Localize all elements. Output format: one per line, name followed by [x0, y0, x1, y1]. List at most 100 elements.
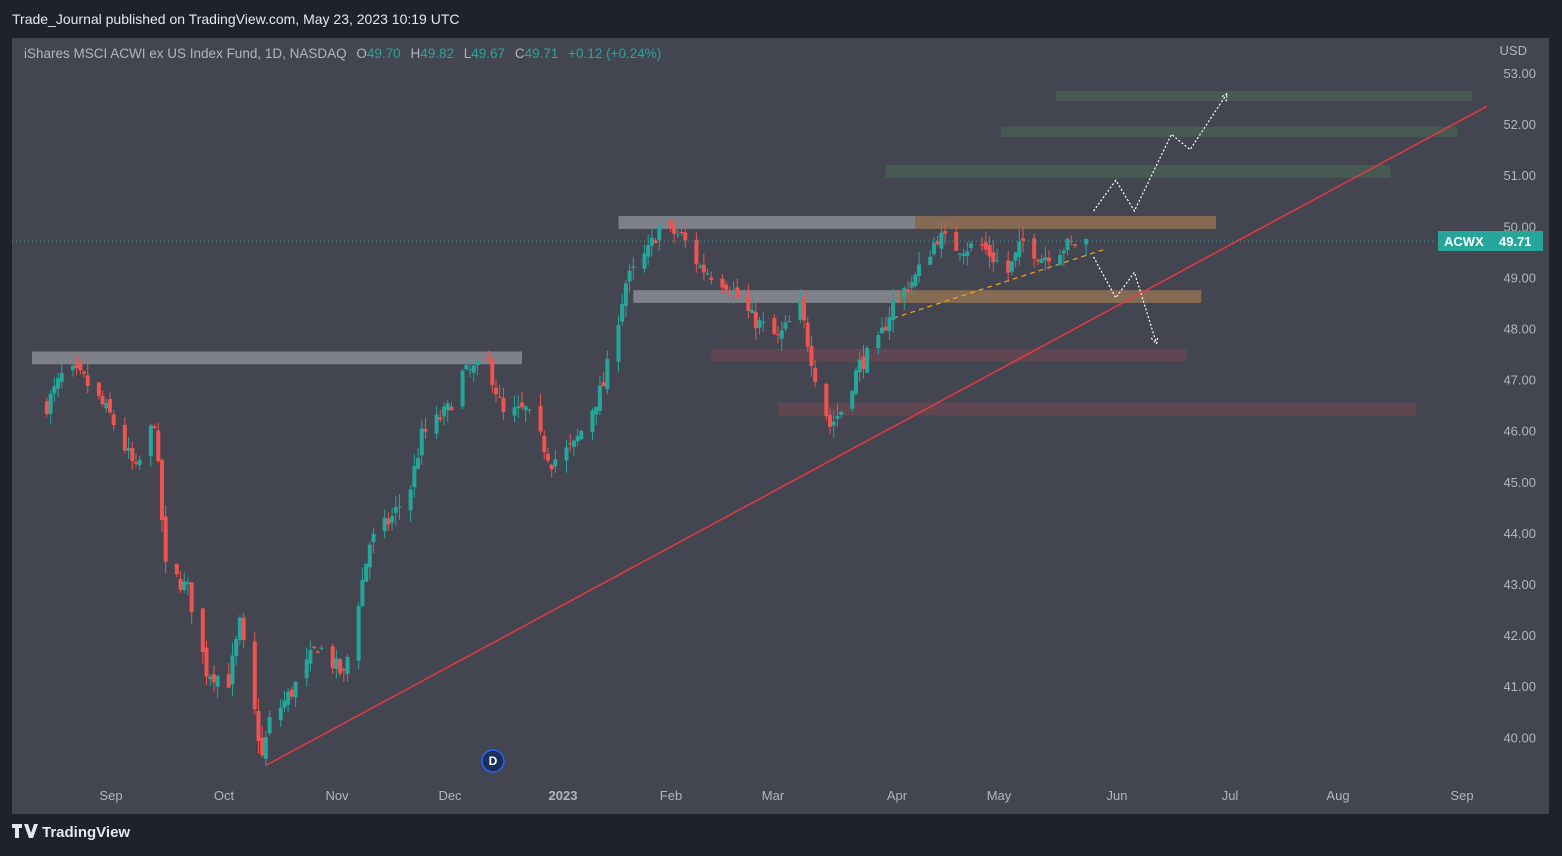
candle-body	[48, 393, 53, 414]
candle-body	[798, 301, 803, 320]
ohlc-legend: iShares MSCI ACWI ex US Index Fund, 1D, …	[24, 46, 661, 61]
tag-price: 49.71	[1499, 234, 1532, 249]
y-tick-label: 43.00	[1503, 577, 1536, 592]
candle-body	[616, 324, 621, 362]
candle-body	[1061, 250, 1066, 254]
x-tick-label: Apr	[887, 788, 908, 803]
candle-body	[828, 414, 833, 427]
candle-body	[731, 290, 736, 294]
candle-body	[44, 401, 49, 415]
candle-body	[545, 453, 550, 461]
candle-body	[234, 638, 239, 657]
candle-body	[278, 707, 283, 721]
candle-body	[594, 406, 599, 415]
candle-body	[104, 402, 109, 409]
candle-body	[675, 234, 680, 236]
candle-body	[108, 399, 112, 413]
candle-body	[987, 245, 992, 257]
candle-body	[382, 517, 387, 532]
candle-body	[442, 406, 447, 417]
projection-layer	[1093, 92, 1228, 346]
candle-body	[746, 295, 751, 311]
candle-body	[519, 402, 524, 408]
candle-body	[876, 335, 881, 349]
candle-body	[156, 430, 161, 462]
candle-body	[334, 658, 339, 669]
candle-body	[957, 253, 962, 255]
candle-body	[653, 240, 658, 243]
candle-body	[122, 424, 127, 451]
candle-body	[200, 608, 205, 653]
candle-body	[1047, 257, 1052, 262]
y-tick-label: 47.00	[1503, 373, 1536, 388]
candle-body	[720, 278, 725, 288]
candle-body	[761, 322, 766, 324]
candle-body	[753, 311, 758, 329]
candle-body	[831, 421, 836, 426]
candle-body	[1065, 238, 1070, 251]
candle-body	[137, 459, 142, 466]
low-label: L	[463, 46, 472, 61]
candle-body	[523, 406, 528, 411]
candle-body	[939, 232, 944, 249]
candle-body	[835, 416, 840, 419]
tradingview-logo-icon	[12, 824, 38, 842]
candle-body	[241, 617, 246, 641]
dividend-marker[interactable]: D	[481, 749, 505, 773]
candle-body	[130, 448, 135, 462]
candle-body	[772, 317, 777, 335]
candle-body	[293, 681, 298, 698]
y-tick-label: 40.00	[1503, 730, 1536, 745]
candle-body	[683, 232, 688, 241]
candle-body	[371, 533, 376, 543]
candle-body	[412, 466, 417, 488]
x-tick-label: Mar	[762, 788, 785, 803]
candle-body	[542, 435, 547, 453]
candle-body	[230, 655, 235, 685]
candle-body	[256, 710, 261, 741]
y-tick-label: 41.00	[1503, 679, 1536, 694]
candle-body	[865, 347, 870, 373]
close-label: C	[514, 46, 525, 61]
publish-header: Trade_Journal published on TradingView.c…	[0, 0, 1562, 38]
candle-body	[215, 676, 220, 687]
candle-body	[642, 253, 647, 269]
candle-body	[78, 364, 83, 371]
candle-body	[319, 647, 324, 649]
candle-body	[1017, 241, 1022, 257]
candle-body	[341, 669, 346, 671]
tradingview-footer[interactable]: TradingView	[12, 824, 130, 842]
candle-body	[267, 717, 272, 734]
candle-body	[783, 322, 788, 329]
candle-body	[148, 425, 153, 457]
candle-body	[1035, 259, 1040, 262]
candle-body	[308, 650, 313, 664]
candle-body	[204, 647, 209, 677]
dividend-circle	[481, 749, 505, 773]
candle-body	[356, 605, 361, 661]
candle-body	[805, 322, 810, 347]
candle-body	[887, 316, 892, 332]
zone-demand	[896, 290, 1202, 303]
candle-body	[1006, 260, 1011, 273]
candle-body	[70, 365, 75, 371]
candle-body	[464, 365, 469, 370]
candle-body	[571, 440, 576, 447]
candle-body	[345, 656, 350, 674]
change-value: +0.12 (+0.24%)	[568, 46, 662, 61]
candle-body	[1021, 238, 1026, 241]
candle-body	[980, 244, 985, 246]
candle-body	[879, 327, 884, 334]
candle-body	[189, 582, 194, 613]
candle-body	[1009, 261, 1014, 272]
candle-body	[133, 462, 138, 464]
trendline-layer	[265, 105, 1488, 767]
candle-body	[917, 264, 922, 277]
y-tick-label: 50.00	[1503, 219, 1536, 234]
candle-body	[85, 375, 90, 386]
candle-body	[983, 242, 988, 250]
candle-body	[1043, 257, 1048, 261]
brand-label: TradingView	[42, 824, 131, 841]
x-tick-label: Jul	[1222, 788, 1239, 803]
